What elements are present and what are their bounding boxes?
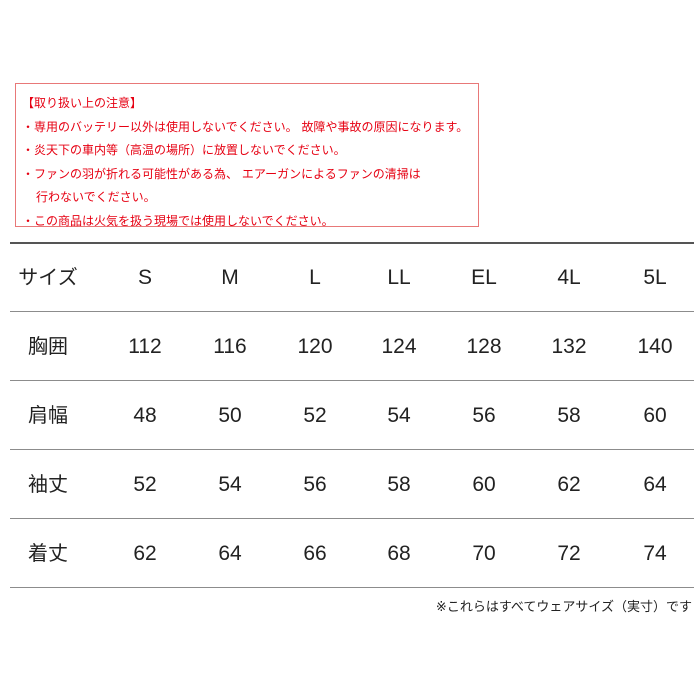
table-cell: 58 <box>387 473 411 496</box>
row-label: サイズ <box>18 265 78 289</box>
table-cell: 120 <box>297 335 333 358</box>
table-cell: 60 <box>472 473 496 496</box>
table-cell: 74 <box>643 542 667 565</box>
table-cell: EL <box>471 266 497 289</box>
table-cell: 140 <box>637 335 673 358</box>
table-cell: 66 <box>303 542 327 565</box>
table-cell: 4L <box>557 266 581 289</box>
table-row: 袖丈 52 54 56 58 60 62 64 <box>10 450 694 519</box>
table-cell: 72 <box>557 542 581 565</box>
table-row: 着丈 62 64 66 68 70 72 74 <box>10 519 694 588</box>
table-top-rule <box>10 242 694 244</box>
notice-line: ・ファンの羽が折れる可能性がある為、 エアーガンによるファンの清掃は <box>22 166 421 181</box>
table-cell: 116 <box>213 335 247 358</box>
table-cell: 54 <box>387 404 411 427</box>
row-label: 袖丈 <box>28 472 68 496</box>
notice-line: 行わないでください。 <box>36 190 156 204</box>
table-cell: 56 <box>472 404 496 427</box>
table-cell: LL <box>387 266 411 289</box>
size-table: サイズ S M L LL EL 4L 5L 胸囲 112 116 120 124 128 132 140 肩幅 4… <box>10 243 694 588</box>
table-cell: 56 <box>303 473 327 496</box>
table-cell: 50 <box>218 404 242 427</box>
notice-title: 【取り扱い上の注意】 <box>22 96 143 110</box>
row-label: 着丈 <box>28 541 68 565</box>
notice-line: ・炎天下の車内等（高温の場所）に放置しないでください。 <box>22 143 346 157</box>
table-cell: 70 <box>472 542 496 565</box>
table-cell: 68 <box>387 542 411 565</box>
handling-notice-box: 【取り扱い上の注意】 ・専用のバッテリー以外は使用しないでください。 故障や事故… <box>15 83 479 228</box>
table-cell: 64 <box>643 473 667 496</box>
table-cell: 128 <box>466 335 502 358</box>
notice-line: ・専用のバッテリー以外は使用しないでください。 故障や事故の原因になります。 <box>22 119 469 134</box>
table-cell: 5L <box>643 266 667 289</box>
table-cell: M <box>221 266 239 289</box>
table-cell: 64 <box>218 542 242 565</box>
table-cell: 54 <box>218 473 242 496</box>
table-cell: L <box>309 266 321 289</box>
table-cell: 132 <box>551 335 587 358</box>
table-cell: S <box>137 266 152 289</box>
table-cell: 62 <box>133 542 157 565</box>
notice-line: ・この商品は火気を扱う現場では使用しないでください。 <box>22 213 334 228</box>
table-cell: 52 <box>303 404 327 427</box>
table-cell: 124 <box>381 335 417 358</box>
table-cell: 62 <box>557 473 581 496</box>
row-label: 肩幅 <box>28 403 68 427</box>
table-cell: 52 <box>133 473 157 496</box>
table-cell: 60 <box>643 404 667 427</box>
row-label: 胸囲 <box>28 334 68 358</box>
table-cell: 58 <box>557 404 581 427</box>
footnote: ※これらはすべてウェアサイズ（実寸）です <box>435 600 692 615</box>
table-cell: 48 <box>133 404 157 427</box>
table-header-row: サイズ S M L LL EL 4L 5L <box>10 243 694 312</box>
table-cell: 112 <box>128 335 162 358</box>
table-row: 肩幅 48 50 52 54 56 58 60 <box>10 381 694 450</box>
table-row: 胸囲 112 116 120 124 128 132 140 <box>10 312 694 381</box>
